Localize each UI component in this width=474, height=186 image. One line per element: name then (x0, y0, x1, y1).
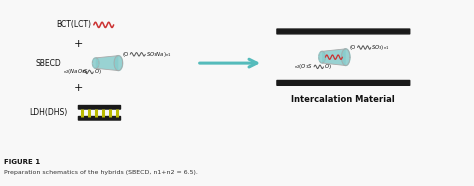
Text: Intercalation Material: Intercalation Material (292, 95, 395, 104)
FancyBboxPatch shape (78, 105, 120, 109)
Text: SBECD: SBECD (35, 59, 61, 68)
Text: $O)$: $O)$ (94, 67, 102, 76)
FancyBboxPatch shape (277, 81, 410, 85)
Text: $_{n2}(O_3S$: $_{n2}(O_3S$ (294, 62, 313, 71)
Polygon shape (114, 56, 123, 70)
Text: +: + (74, 83, 83, 93)
Text: +: + (74, 39, 83, 49)
Text: FIGURE 1: FIGURE 1 (4, 159, 41, 166)
Text: Preparation schematics of the hybrids (SBECD, n1+n2 = 6.5).: Preparation schematics of the hybrids (S… (4, 171, 198, 176)
FancyBboxPatch shape (78, 116, 120, 120)
Polygon shape (319, 51, 325, 63)
Text: (O: (O (123, 52, 129, 57)
Polygon shape (96, 56, 118, 70)
Polygon shape (322, 49, 346, 65)
Text: $_{n2}(NaO_3S$: $_{n2}(NaO_3S$ (63, 67, 89, 76)
Polygon shape (92, 58, 99, 68)
Text: $SO_3)_{n1}$: $SO_3)_{n1}$ (371, 43, 390, 52)
Text: BCT(LCT): BCT(LCT) (56, 20, 91, 29)
Text: $O)$: $O)$ (324, 62, 332, 71)
Text: (O: (O (350, 45, 356, 50)
Text: $SO_3Na)_{n1}$: $SO_3Na)_{n1}$ (146, 50, 172, 59)
FancyBboxPatch shape (277, 29, 410, 34)
Polygon shape (341, 49, 350, 65)
Text: LDH(DHS): LDH(DHS) (29, 108, 67, 117)
